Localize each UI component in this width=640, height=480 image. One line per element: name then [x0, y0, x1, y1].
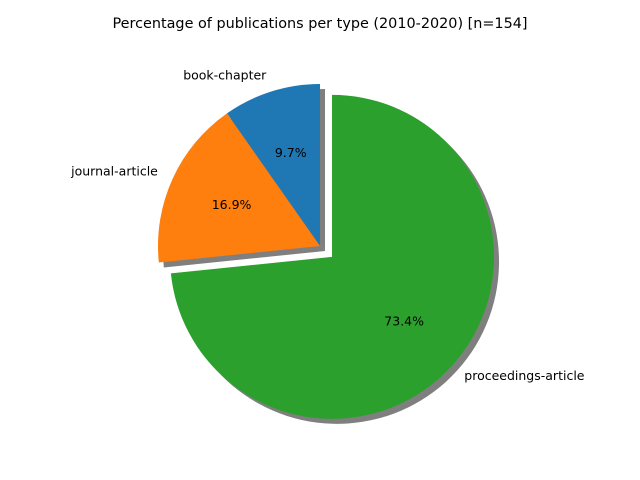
slice-label-journal-article: journal-article — [70, 163, 158, 178]
label-layer: book-chapter 9.7% journal-article 16.9% proc… — [70, 68, 585, 383]
slice-label-proceedings-article: proceedings-article — [464, 368, 585, 383]
chart-title: Percentage of publications per type (201… — [112, 16, 527, 32]
slice-percent-proceedings-article: 73.4% — [384, 313, 424, 328]
slice-layer — [158, 84, 495, 419]
slice-label-book-chapter: book-chapter — [183, 68, 267, 83]
slice-book-chapter — [226, 84, 320, 246]
slice-journal-article — [158, 113, 320, 263]
slice-percent-journal-article: 16.9% — [212, 197, 252, 212]
slice-proceedings-article — [170, 94, 495, 419]
slice-percent-book-chapter: 9.7% — [275, 145, 307, 160]
